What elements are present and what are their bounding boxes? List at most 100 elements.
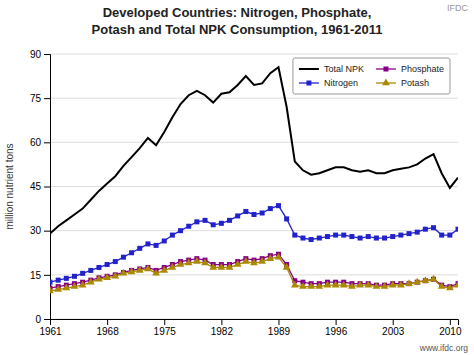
marker [144,264,152,271]
marker [120,269,128,276]
marker [242,257,250,264]
marker [447,233,452,238]
tick-mark [44,54,50,55]
marker [62,284,70,291]
marker [390,234,395,239]
marker [193,257,201,264]
tick: 1961 [39,319,62,337]
y-axis: 0153045607590 [30,49,51,325]
marker [325,234,330,239]
marker [250,259,258,266]
marker [169,263,177,270]
marker [88,268,93,273]
legend-label: Nitrogen [324,78,358,88]
marker [438,282,446,289]
marker [162,238,167,243]
marker [226,263,234,270]
marker [54,285,62,292]
y-axis-title: million nutrient tons [4,143,15,229]
marker [374,236,379,241]
marker [113,259,118,264]
marker [299,282,307,289]
legend-item: Phosphate [376,64,444,74]
tick-mark [393,319,394,325]
marker [456,227,459,232]
marker [170,233,175,238]
tick: 15 [30,270,50,281]
line [50,206,458,283]
marker [341,233,346,238]
marker [431,225,436,230]
tick-label: 0 [35,314,41,325]
tick-label: 30 [30,225,42,236]
legend-item: Nitrogen [299,78,358,88]
marker [292,233,297,238]
legend: Total NPK Nitrogen Phosphate Potash [293,58,450,94]
marker [152,269,160,276]
tick-mark [44,231,50,232]
tick-label: 45 [30,181,42,192]
grid [50,54,458,319]
series [50,203,458,285]
marker [276,203,281,208]
tick-label: 2003 [382,326,405,337]
line [50,254,458,288]
legend-marker [382,79,390,86]
marker [258,257,266,264]
tick: 75 [30,93,50,104]
tick-mark [44,187,50,188]
marker [307,282,315,289]
marker [194,219,199,224]
marker [105,262,110,267]
tick: 1982 [211,319,234,337]
marker [50,280,53,285]
legend-marker [306,81,311,86]
legend-label: Phosphate [401,64,444,74]
marker [186,224,191,229]
marker [349,234,354,239]
marker [160,266,168,273]
marker [454,281,458,288]
marker [266,254,274,261]
tick: 30 [30,225,50,236]
marker [56,278,61,283]
marker [103,273,111,280]
marker [243,209,248,214]
marker [79,281,87,288]
marker [128,267,136,274]
title: Developed Countries: Nitrogen, Phosphate… [103,5,372,20]
marker [398,233,403,238]
marker [234,260,242,267]
legend-marker [383,67,388,72]
marker [397,281,405,288]
tick: 1989 [268,319,291,337]
marker [358,236,363,241]
marker [72,274,77,279]
series [50,252,458,291]
marker [95,275,103,282]
series [50,253,458,294]
marker [283,263,291,270]
marker [430,275,438,282]
marker [185,259,193,266]
marker [366,234,371,239]
grid-line [50,230,458,231]
legend-label: Potash [401,78,429,88]
marker [300,236,305,241]
legend-frame [293,58,450,94]
axis-line [51,320,459,326]
marker [87,278,95,285]
tick-label: 1961 [39,326,62,337]
marker [413,278,421,285]
tick-label: 1975 [154,326,177,337]
annotation: www.ifdc.org [419,343,468,353]
tick: 60 [30,137,50,148]
marker [80,271,85,276]
marker [219,221,224,226]
marker [382,236,387,241]
grid-line [50,98,458,99]
legend-label: Total NPK [324,64,364,74]
marker [291,281,299,288]
marker [227,218,232,223]
tick: 1968 [96,319,119,337]
